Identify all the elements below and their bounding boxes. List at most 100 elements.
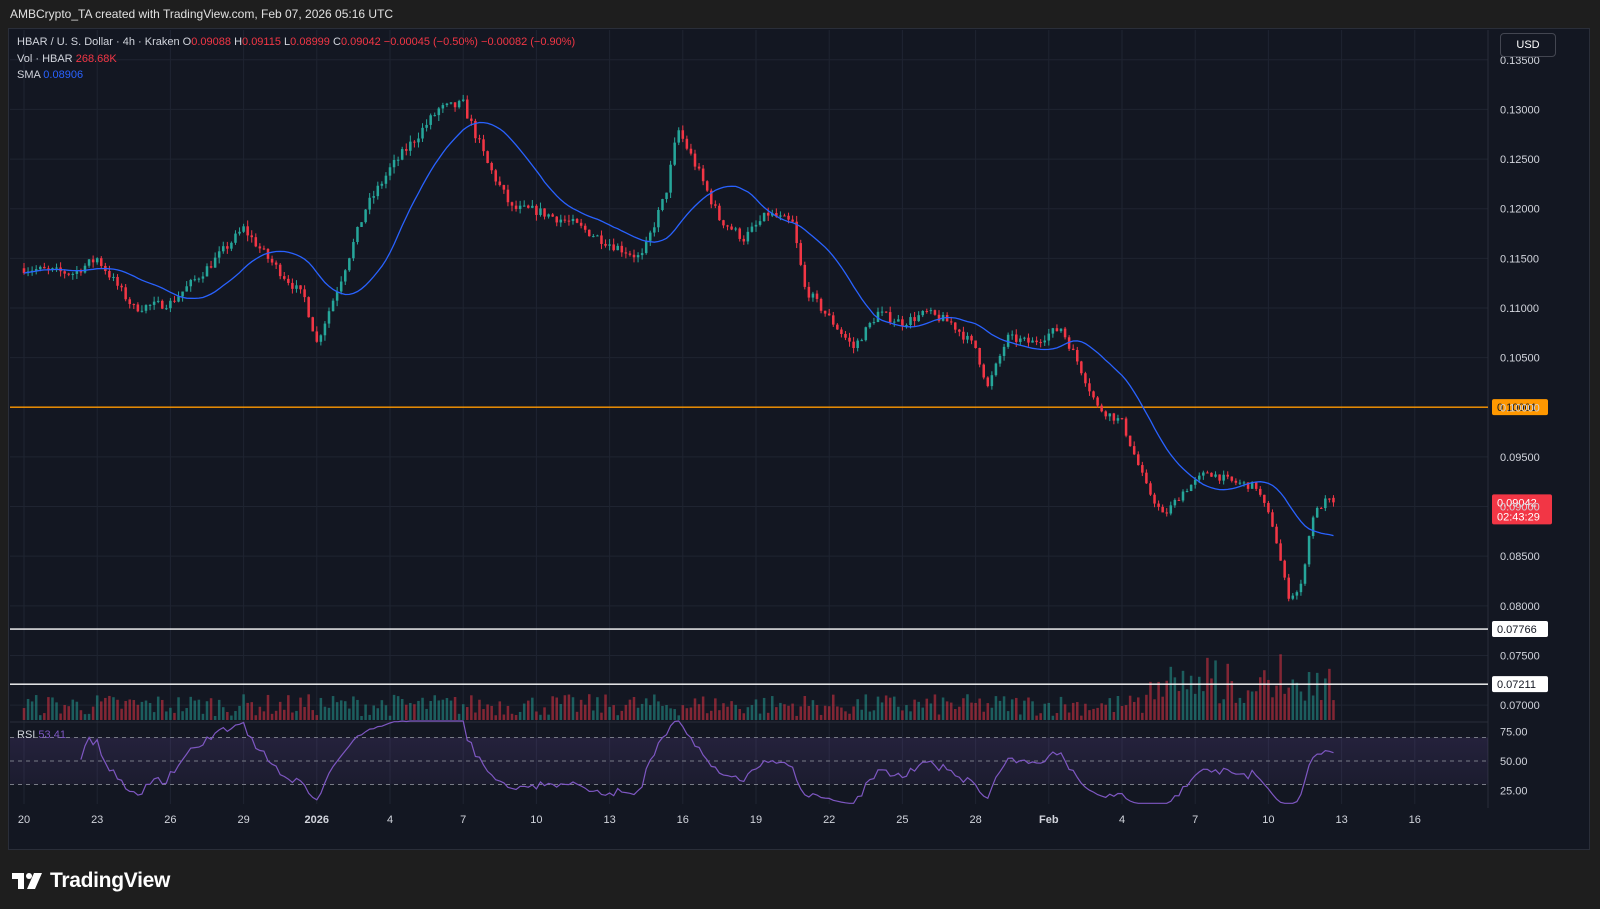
level-price-tag bbox=[1492, 621, 1548, 638]
candle-body bbox=[494, 170, 497, 182]
volume-bar bbox=[1328, 668, 1331, 720]
volume-row[interactable]: Vol · HBAR 268.68K bbox=[17, 51, 575, 68]
volume-bar bbox=[372, 705, 375, 720]
volume-bar bbox=[1051, 715, 1055, 720]
candle-body bbox=[856, 340, 859, 349]
volume-bar bbox=[510, 713, 514, 720]
volume-bar bbox=[87, 713, 91, 720]
candle-body bbox=[657, 209, 660, 228]
volume-bar bbox=[1169, 666, 1173, 720]
volume-bar bbox=[868, 711, 872, 720]
rsi-legend[interactable]: RSI 53.41 bbox=[17, 729, 66, 741]
candle-body bbox=[888, 312, 892, 323]
candle-body bbox=[836, 324, 839, 330]
volume-bar bbox=[697, 704, 701, 720]
volume-bar bbox=[970, 702, 973, 720]
volume-bar bbox=[543, 707, 546, 720]
candle-body bbox=[1250, 482, 1254, 489]
volume-bar bbox=[559, 704, 563, 720]
volume-bar bbox=[1299, 691, 1303, 720]
attribution-bar: AMBCrypto_TA created with TradingView.co… bbox=[0, 0, 1600, 28]
volume-bar bbox=[1311, 695, 1315, 720]
volume-bar bbox=[1291, 679, 1295, 720]
candle-body bbox=[592, 236, 595, 238]
volume-bar bbox=[112, 697, 115, 720]
volume-bar bbox=[270, 713, 274, 720]
candle-body bbox=[461, 99, 465, 101]
sma-row[interactable]: SMA 0.08906 bbox=[17, 67, 575, 84]
volume-bar bbox=[661, 705, 664, 720]
candle-body bbox=[791, 219, 794, 222]
candle-body bbox=[100, 258, 103, 266]
volume-bar bbox=[730, 701, 733, 720]
candle-body bbox=[1291, 595, 1295, 599]
price-tick-label: 0.10500 bbox=[1500, 353, 1540, 365]
candle-body bbox=[63, 271, 66, 274]
volume-bar bbox=[498, 701, 502, 720]
volume-bar bbox=[1307, 672, 1311, 720]
volume-bar bbox=[242, 694, 245, 720]
candle-body bbox=[929, 310, 933, 312]
candle-body bbox=[1263, 494, 1266, 503]
candle-body bbox=[868, 323, 872, 328]
volume-bar bbox=[571, 697, 575, 720]
candle-body bbox=[913, 317, 916, 322]
volume-bar bbox=[193, 700, 197, 720]
volume-bar bbox=[91, 706, 95, 720]
volume-bar bbox=[445, 698, 449, 720]
candle-body bbox=[1214, 474, 1217, 477]
volume-bar bbox=[604, 694, 607, 720]
volume-bar bbox=[1076, 702, 1079, 720]
candle-body bbox=[270, 258, 274, 263]
time-tick-label: 7 bbox=[460, 814, 466, 826]
candle-body bbox=[348, 258, 351, 271]
candle-body bbox=[396, 159, 400, 161]
candle-body bbox=[421, 127, 424, 139]
candle-body bbox=[921, 311, 924, 316]
candle-body bbox=[331, 300, 335, 312]
volume-bar bbox=[30, 701, 34, 720]
currency-button[interactable]: USD bbox=[1500, 33, 1556, 57]
candle-body bbox=[677, 130, 680, 143]
volume-bar bbox=[474, 712, 477, 720]
candle-body bbox=[425, 124, 428, 128]
candle-body bbox=[1202, 472, 1205, 476]
candle-body bbox=[795, 221, 798, 244]
candle-body bbox=[978, 348, 981, 365]
candle-body bbox=[787, 215, 790, 220]
volume-bar bbox=[132, 700, 136, 720]
volume-bar bbox=[551, 696, 554, 720]
volume-bar bbox=[1198, 676, 1201, 720]
volume-bar bbox=[1287, 687, 1290, 720]
candle-body bbox=[531, 205, 534, 208]
volume-bar bbox=[283, 709, 286, 720]
volume-bar bbox=[205, 701, 209, 720]
candle-body bbox=[441, 105, 445, 109]
candle-body bbox=[1096, 397, 1099, 406]
time-tick-label: Feb bbox=[1039, 814, 1059, 826]
volume-bar bbox=[108, 695, 111, 720]
time-tick-label: 10 bbox=[1262, 814, 1274, 826]
candle-body bbox=[966, 335, 969, 340]
volume-bar bbox=[368, 714, 371, 720]
candle-body bbox=[1222, 474, 1225, 481]
candle-body bbox=[1267, 502, 1270, 513]
candle-body bbox=[262, 248, 266, 250]
candle-body bbox=[954, 322, 957, 330]
volume-bar bbox=[213, 715, 217, 720]
candle-body bbox=[144, 305, 148, 311]
candle-body bbox=[522, 205, 526, 207]
symbol-title[interactable]: HBAR / U. S. Dollar · 4h · Kraken bbox=[17, 36, 180, 48]
candle-body bbox=[567, 220, 571, 222]
footer bbox=[0, 850, 1600, 909]
candle-body bbox=[274, 262, 278, 265]
time-tick-label: 16 bbox=[677, 814, 689, 826]
volume-bar bbox=[791, 703, 794, 720]
volume-bar bbox=[1218, 703, 1221, 720]
candle-body bbox=[1002, 346, 1006, 356]
volume-bar bbox=[1214, 660, 1217, 720]
volume-bar bbox=[47, 697, 50, 720]
tradingview-logo[interactable]: TradingView bbox=[12, 868, 170, 894]
close-label: C bbox=[332, 36, 341, 48]
